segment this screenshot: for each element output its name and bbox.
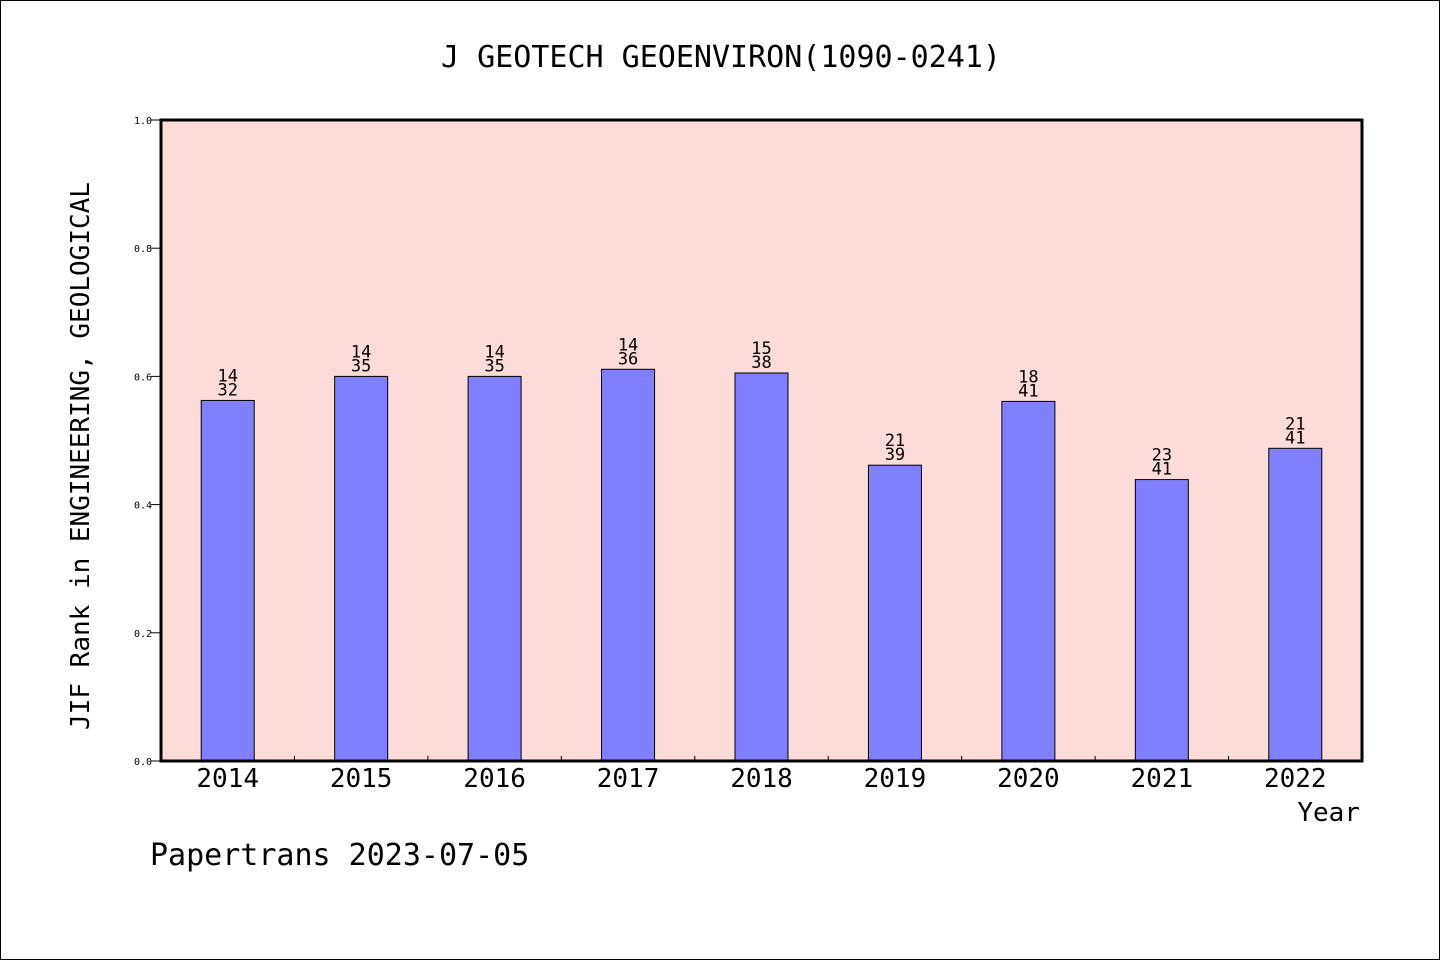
bar-label-rank: 21 — [885, 431, 905, 451]
y-tick-label: 0.2 — [134, 629, 152, 640]
bar-label-rank: 21 — [1285, 414, 1305, 434]
bar-2021 — [1134, 479, 1189, 762]
bar-2019 — [867, 464, 922, 762]
x-tick-label: 2015 — [330, 764, 393, 794]
bar-label-rank: 18 — [1018, 367, 1038, 387]
x-axis-label: Year — [1297, 798, 1360, 828]
footer-source: Papertrans 2023-07-05 — [150, 838, 529, 873]
bar-label-total: 36 — [618, 349, 638, 369]
bar-label-total: 35 — [351, 356, 371, 376]
bar-2018 — [734, 372, 789, 762]
x-tick-label: 2020 — [997, 764, 1060, 794]
bar-2015 — [334, 375, 389, 762]
y-tick-label: 1.0 — [134, 116, 152, 127]
plot-border — [159, 118, 1364, 763]
bar-label-rank: 23 — [1152, 446, 1172, 466]
bar-label-rank: 14 — [618, 335, 638, 355]
bar-2016 — [467, 375, 522, 762]
bar-label-total: 41 — [1285, 428, 1305, 448]
y-tick-label: 0.4 — [134, 501, 152, 512]
y-tick-label: 0.0 — [134, 757, 152, 768]
bar-label-total: 41 — [1018, 381, 1038, 401]
x-tick-label: 2018 — [730, 764, 793, 794]
bar-label-total: 41 — [1152, 460, 1172, 480]
x-tick-label: 2022 — [1264, 764, 1327, 794]
y-tick-label: 0.6 — [134, 372, 152, 383]
bar-label-rank: 14 — [484, 342, 504, 362]
bar-2017 — [601, 368, 656, 762]
bar-label-total: 39 — [885, 445, 905, 465]
chart-title: J GEOTECH GEOENVIRON(1090-0241) — [441, 40, 1001, 75]
x-tick-label: 2019 — [864, 764, 927, 794]
bar-2020 — [1001, 400, 1056, 762]
x-tick-label: 2014 — [196, 764, 259, 794]
bar-label-total: 35 — [484, 356, 504, 376]
x-tick-label: 2017 — [597, 764, 660, 794]
bar-2014 — [200, 399, 255, 762]
x-tick-label: 2021 — [1131, 764, 1194, 794]
y-tick-label: 0.8 — [134, 244, 152, 255]
x-tick-label: 2016 — [463, 764, 526, 794]
bar-label-rank: 14 — [351, 342, 371, 362]
y-axis-label: JIF Rank in ENGINEERING, GEOLOGICAL — [66, 182, 96, 730]
bar-2022 — [1268, 447, 1323, 762]
bar-label-rank: 15 — [751, 339, 771, 359]
bar-label-total: 32 — [217, 380, 237, 400]
bar-label-total: 38 — [751, 353, 771, 373]
bar-label-rank: 14 — [217, 366, 237, 386]
